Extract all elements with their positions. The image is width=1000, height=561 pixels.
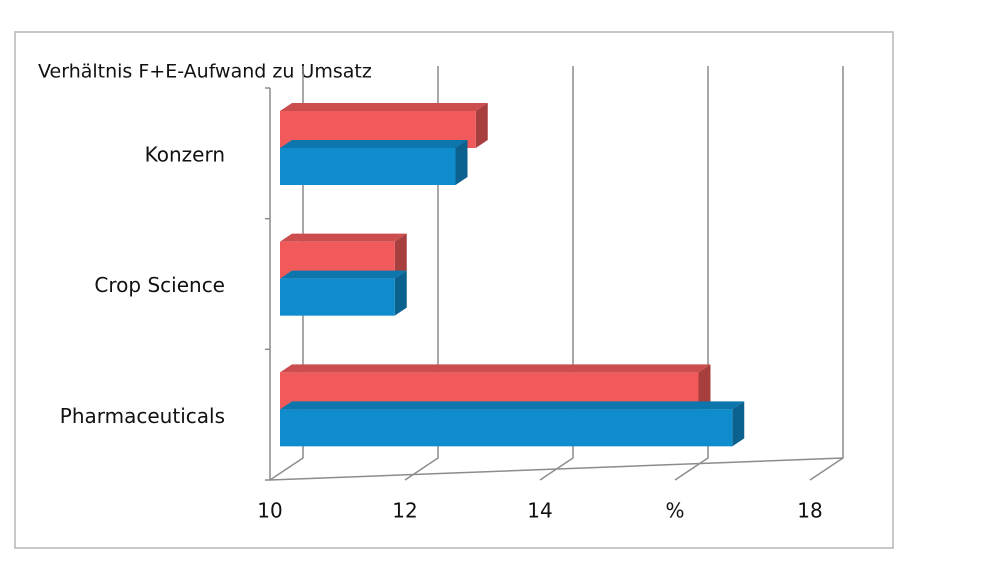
bar-top (280, 140, 468, 148)
grid-line (674, 66, 709, 481)
bar-side (394, 270, 407, 316)
x-tick-label: 10 (257, 499, 282, 523)
category-label: Pharmaceuticals (60, 404, 225, 428)
bar (280, 148, 456, 185)
x-tick-label: 14 (527, 499, 552, 523)
category-label: Crop Science (94, 273, 225, 297)
bar-top (280, 401, 745, 410)
grid-line (539, 66, 574, 481)
bar (280, 409, 733, 447)
bar-side (455, 140, 468, 185)
bar-side (732, 401, 745, 447)
x-tick-label: % (665, 499, 684, 523)
bar-top (280, 364, 711, 373)
chart-title: Verhältnis F+E-Aufwand zu Umsatz (38, 61, 372, 83)
bar-top (280, 270, 407, 279)
bar-top (280, 233, 407, 242)
bar (280, 278, 395, 316)
x-tick-label: 12 (392, 499, 417, 523)
bar-side (698, 364, 711, 410)
grid-line (809, 66, 844, 481)
bar-side (394, 233, 407, 279)
grid-line (404, 66, 439, 481)
grid-line (269, 66, 304, 481)
bar-top (280, 103, 488, 111)
x-tick-label: 18 (797, 499, 822, 523)
category-label: Konzern (145, 143, 225, 167)
bar-side (475, 103, 488, 148)
